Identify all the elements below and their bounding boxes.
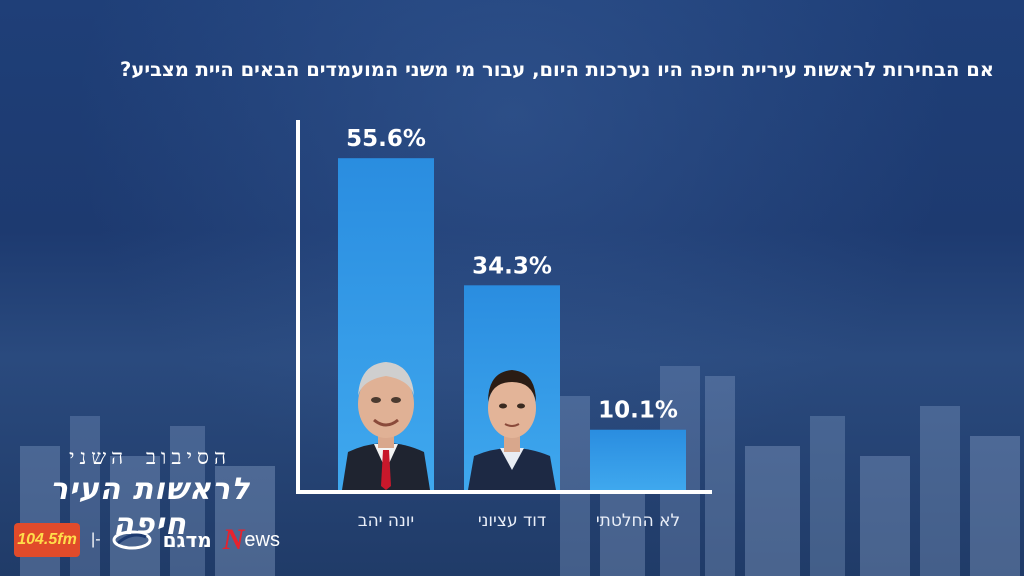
madgam-swoosh-icon [112, 530, 152, 550]
candidate-photo-yona-yahav [342, 362, 430, 490]
category-label-3: לא החלטתי [596, 511, 680, 531]
branding-subtitle: הסיבוב השני [68, 445, 232, 469]
bar-value-label-1: 55.6% [346, 126, 426, 152]
news-logo-n: N [222, 523, 245, 556]
poll-branding: הסיבוב השני לראשות העיר חיפה [10, 445, 290, 542]
sponsor-logos: 104.5fm |- מדגם N ews [14, 520, 280, 560]
bar-value-label-2: 34.3% [472, 253, 552, 279]
category-label-2: דוד עציוני [478, 511, 546, 531]
category-label-1: יונה יהב [358, 511, 415, 531]
news-logo: N ews [223, 523, 280, 557]
branding-headline: לראשות העיר חיפה [49, 472, 251, 542]
madgam-logo: מדגם [162, 528, 212, 552]
chart-title: אם הבחירות לראשות עיריית חיפה היו נערכות… [120, 58, 994, 81]
radio-haifa-logo: 104.5fm [14, 523, 80, 557]
bar-3 [590, 429, 686, 490]
news-logo-text: ews [244, 528, 280, 551]
bar-value-label-3: 10.1% [598, 398, 678, 424]
candidate-photo-david-etzioni [468, 370, 556, 490]
logo-separator: |- [91, 531, 101, 548]
